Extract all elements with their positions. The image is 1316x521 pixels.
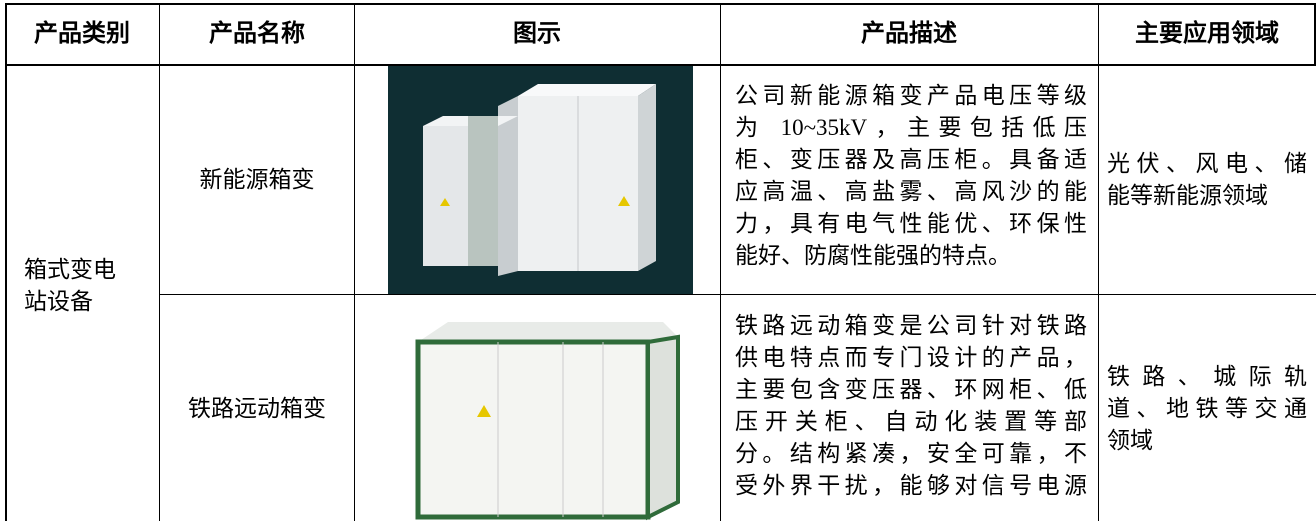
description-line: 为 10~35kV，主要包括低压: [735, 115, 1087, 140]
application-line: 领域: [1107, 427, 1153, 453]
table-border: [1098, 3, 1099, 521]
description-line: 压开关柜、自动化装置等部: [735, 409, 1087, 434]
description-line: 供电特点而专门设计的产品，: [735, 345, 1087, 370]
header-cell: 主要应用领域: [1135, 21, 1279, 47]
description-line: 主要包含变压器、环网柜、低: [735, 377, 1087, 402]
table-border: [5, 64, 1316, 66]
description-line: 能好、防腐性能强的特点。: [735, 243, 1011, 268]
description-line: 分。结构紧凑，安全可靠，不: [735, 441, 1087, 466]
product-image: [388, 297, 693, 521]
table-border: [160, 294, 1316, 295]
description-line: 力，具有电气性能优、环保性: [735, 211, 1087, 236]
category-text: 箱式变电: [24, 257, 116, 282]
product-name: 铁路远动箱变: [188, 395, 326, 421]
application-line: 能等新能源领域: [1107, 183, 1268, 208]
application-line: 铁路、城际轨: [1107, 363, 1307, 389]
description-line: 公司新能源箱变产品电压等级: [735, 83, 1087, 108]
table-border: [159, 3, 160, 521]
table-border: [5, 3, 1316, 5]
application-line: 光伏、风电、储: [1107, 151, 1307, 176]
category-text: 站设备: [24, 289, 93, 314]
table-border: [720, 3, 721, 521]
header-cell: 产品描述: [861, 21, 957, 47]
header-cell: 产品类别: [34, 21, 130, 47]
product-image: [388, 66, 693, 294]
header-cell: 图示: [513, 21, 561, 47]
description-line: 应高温、高盐雾、高风沙的能: [735, 179, 1087, 204]
application-line: 道、地铁等交通: [1107, 395, 1307, 421]
product-name: 新能源箱变: [199, 167, 315, 192]
table-border: [354, 3, 355, 521]
description-line: 受外界干扰，能够对信号电源: [735, 473, 1087, 498]
description-line: 柜、变压器及高压柜。具备适: [735, 147, 1087, 172]
description-line: 铁路远动箱变是公司针对铁路: [735, 313, 1087, 338]
table-border: [1314, 3, 1316, 65]
header-cell: 产品名称: [209, 21, 305, 47]
table-border: [5, 3, 7, 521]
